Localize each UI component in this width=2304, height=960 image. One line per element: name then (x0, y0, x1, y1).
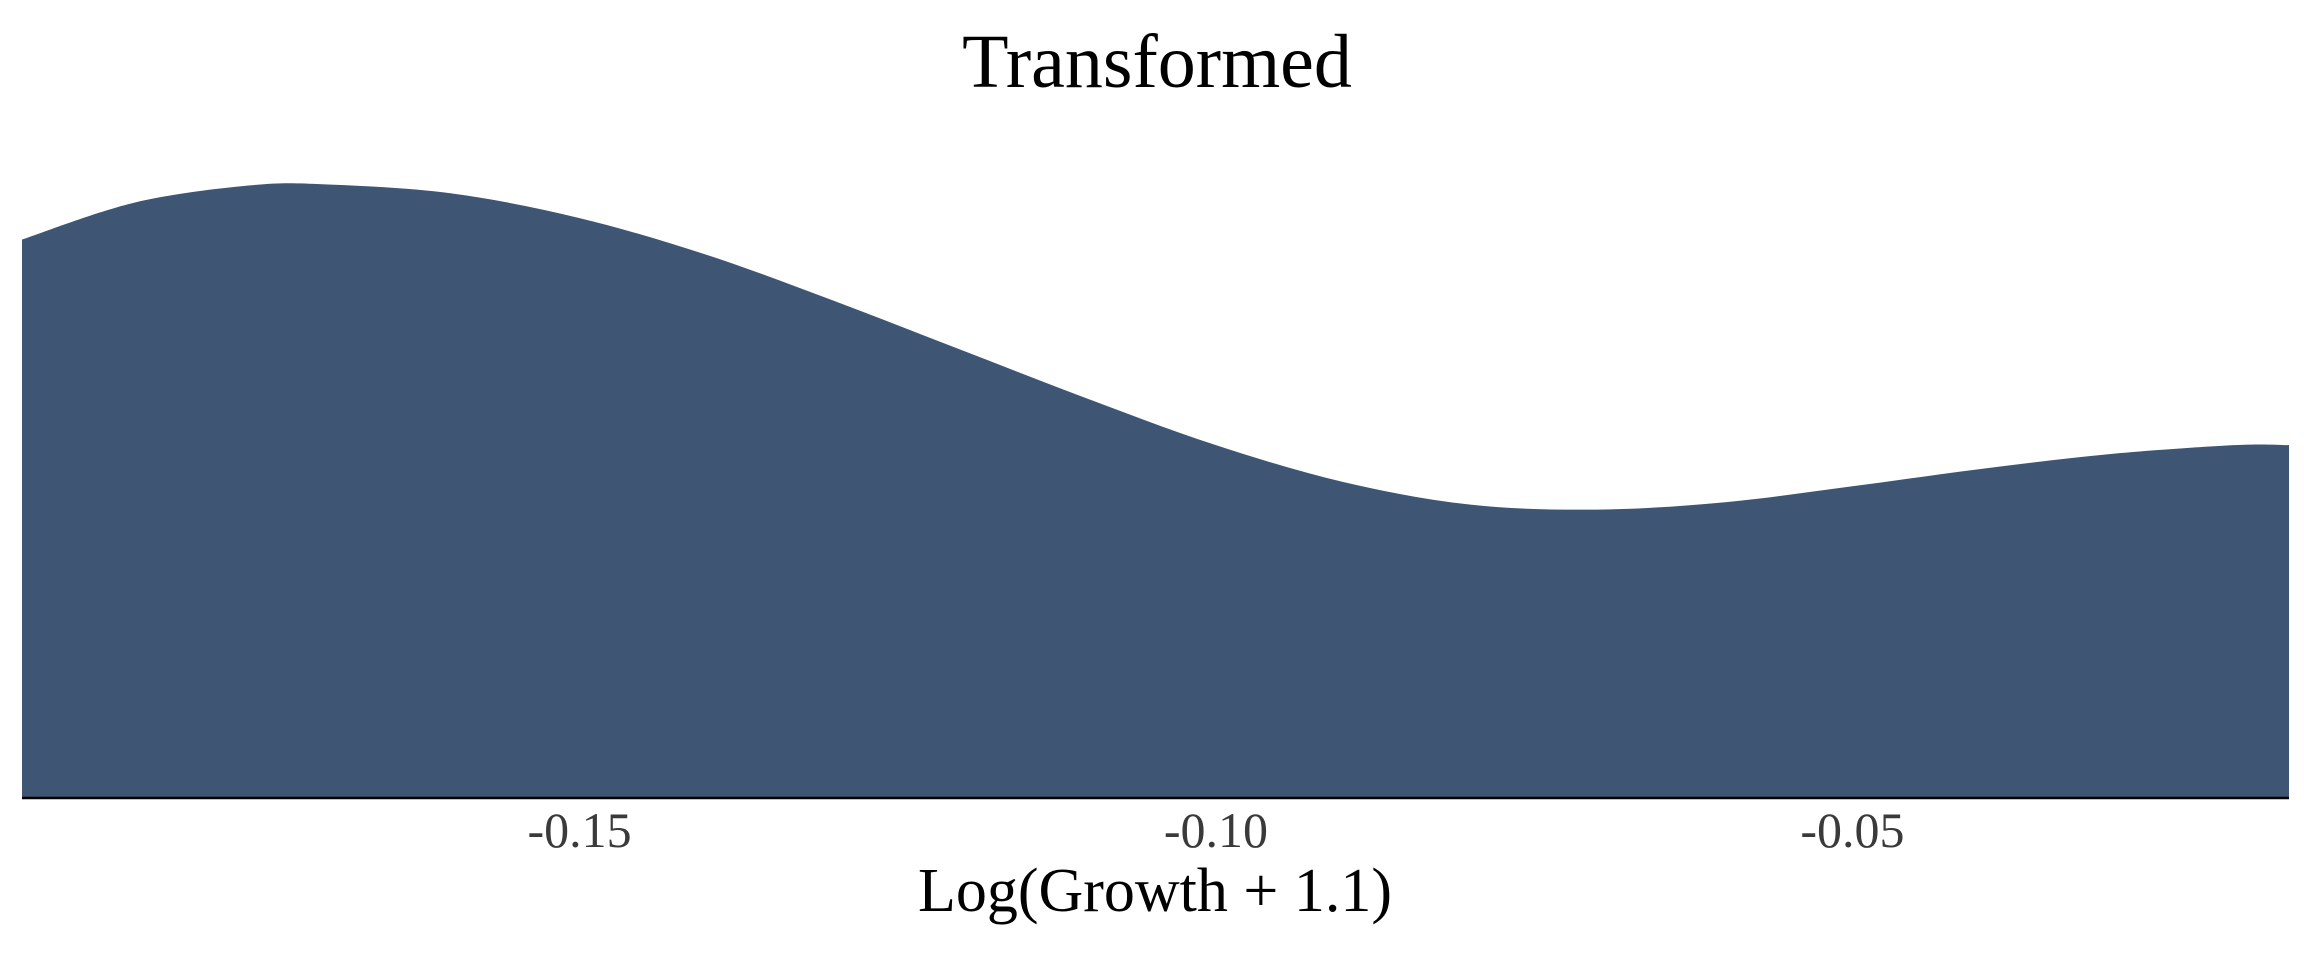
chart-title: Transformed (962, 20, 1352, 104)
x-tick-label: -0.15 (527, 802, 631, 858)
x-tick-label: -0.10 (1164, 802, 1268, 858)
density-area (22, 183, 2289, 799)
x-axis-label: Log(Growth + 1.1) (918, 857, 1392, 925)
x-tick-label: -0.05 (1800, 802, 1904, 858)
density-marks (22, 183, 2289, 799)
x-tick-labels: -0.15 -0.10 -0.05 (527, 802, 1904, 858)
